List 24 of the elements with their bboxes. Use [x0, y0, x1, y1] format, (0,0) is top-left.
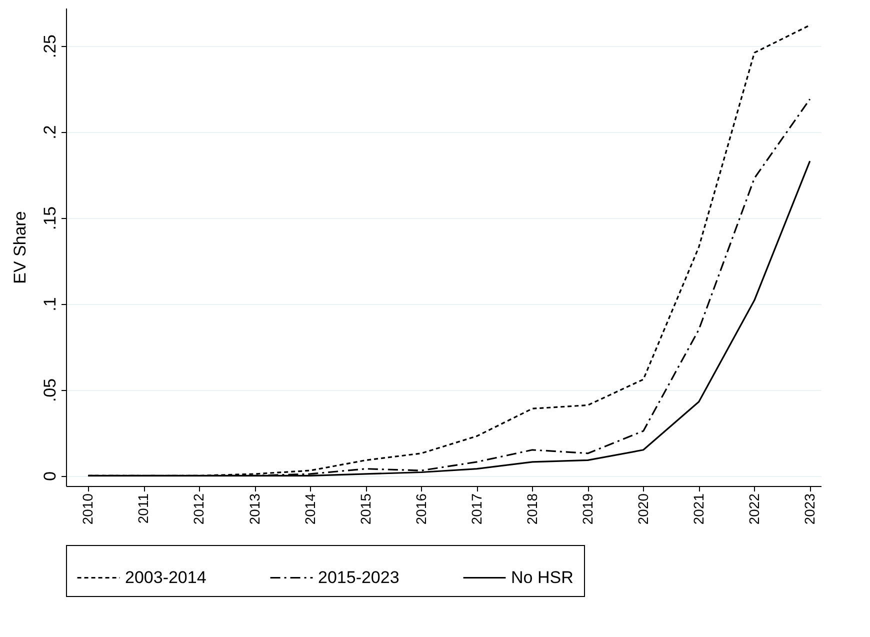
- x-tick-label: 2018: [524, 493, 540, 525]
- x-tick-label: 2017: [468, 493, 484, 525]
- x-tick-label: 2016: [412, 493, 429, 525]
- x-tick-label: 2020: [634, 493, 651, 525]
- x-tick-label: 2019: [579, 493, 596, 525]
- y-tick-label: .15: [40, 206, 60, 230]
- legend-label: 2003-2014: [125, 568, 206, 587]
- x-tick-label: 2013: [246, 493, 262, 525]
- y-tick-label: .25: [40, 34, 60, 58]
- x-tick-label: 2023: [801, 493, 818, 525]
- x-tick-label: 2022: [746, 493, 762, 525]
- x-tick-label: 2014: [302, 493, 318, 525]
- x-tick-label: 2010: [80, 493, 96, 525]
- y-tick-label: .1: [40, 297, 60, 312]
- y-tick-label: .2: [40, 125, 60, 140]
- y-tick-label: 0: [40, 471, 60, 481]
- legend-label: 2015-2023: [318, 568, 400, 587]
- x-tick-label: 2021: [690, 493, 706, 525]
- y-tick-label: .05: [40, 378, 60, 402]
- x-tick-label: 2012: [190, 493, 207, 525]
- x-tick-label: 2015: [357, 493, 374, 525]
- legend-label: No HSR: [511, 568, 574, 587]
- x-tick-label: 2011: [135, 493, 152, 524]
- y-axis-title: EV Share: [10, 211, 30, 284]
